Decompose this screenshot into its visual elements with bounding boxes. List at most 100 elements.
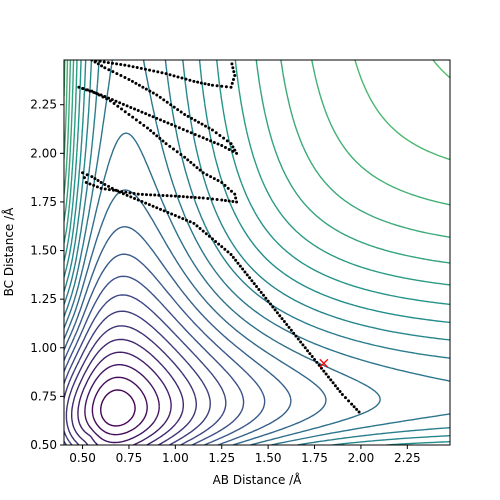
trajectory-point xyxy=(210,197,214,201)
contour-level xyxy=(64,189,327,445)
contour-level xyxy=(71,338,184,445)
trajectory-point xyxy=(137,83,141,87)
trajectory-point xyxy=(205,137,209,141)
trajectory-point xyxy=(317,363,321,367)
trajectory-point xyxy=(322,369,326,373)
trajectory-point xyxy=(159,118,162,122)
trajectory-point xyxy=(200,122,204,126)
trajectory-point xyxy=(130,79,134,83)
trajectory-point xyxy=(132,192,136,196)
trajectory-point xyxy=(112,102,116,106)
trajectory-point xyxy=(82,176,86,180)
trajectory-point xyxy=(128,191,132,195)
trajectory-point xyxy=(268,302,272,306)
trajectory-point xyxy=(123,76,127,79)
trajectory-point xyxy=(121,192,125,196)
trajectory-point xyxy=(326,375,330,379)
trajectory-point xyxy=(231,199,235,203)
trajectory-point xyxy=(168,144,172,148)
trajectory-point xyxy=(241,267,245,271)
plot-frame xyxy=(63,59,451,446)
trajectory-point xyxy=(135,66,139,70)
trajectory-point xyxy=(227,199,231,203)
trajectory-point xyxy=(197,196,201,200)
trajectory-point xyxy=(250,279,254,283)
trajectory-point xyxy=(162,98,166,102)
trajectory-point xyxy=(155,93,159,97)
trajectory-point xyxy=(273,308,277,312)
trajectory-point xyxy=(261,293,265,297)
trajectory-point xyxy=(136,109,140,113)
trajectory-point xyxy=(229,85,233,89)
trajectory-point xyxy=(190,116,194,120)
trajectory-point xyxy=(266,299,270,303)
trajectory-point xyxy=(140,110,144,114)
trajectory-point xyxy=(85,173,89,177)
trajectory-point xyxy=(125,193,129,197)
trajectory-point xyxy=(183,155,187,159)
trajectory-point xyxy=(229,189,233,193)
x-tick-label: 0.50 xyxy=(69,451,96,465)
trajectory-point xyxy=(175,150,179,154)
trajectory-point xyxy=(177,126,181,130)
trajectory-point xyxy=(134,118,138,122)
trajectory-point xyxy=(229,142,233,146)
trajectory-point xyxy=(176,75,180,79)
trajectory-point xyxy=(193,132,197,136)
x-tick-label: 2.00 xyxy=(348,451,375,465)
trajectory-point xyxy=(210,237,214,241)
trajectory-point xyxy=(275,311,279,315)
trajectory-point xyxy=(147,203,151,207)
y-axis-title: BC Distance /Å xyxy=(1,207,16,297)
trajectory-point xyxy=(185,129,189,133)
trajectory-point xyxy=(147,113,151,117)
trajectory-point xyxy=(216,179,220,183)
trajectory-point xyxy=(188,78,192,82)
trajectory-point xyxy=(303,346,307,350)
trajectory-point xyxy=(151,204,155,208)
trajectory-point xyxy=(230,62,234,66)
trajectory-point xyxy=(84,181,88,184)
trajectory-point xyxy=(257,287,261,291)
trajectory-point xyxy=(133,196,137,200)
x-tick-label: 1.50 xyxy=(255,451,282,465)
trajectory-point xyxy=(287,325,291,329)
trajectory-point xyxy=(123,63,127,67)
trajectory-point xyxy=(233,148,237,152)
trajectory-point xyxy=(234,258,238,262)
trajectory-point xyxy=(90,175,94,179)
trajectory-point xyxy=(301,343,305,347)
trajectory-point xyxy=(134,81,138,85)
trajectory-point xyxy=(144,112,148,116)
marker xyxy=(319,358,329,368)
trajectory-point xyxy=(347,399,351,403)
trajectory-point xyxy=(120,190,124,194)
trajectory-point xyxy=(338,390,342,394)
trajectory-point xyxy=(209,175,213,179)
trajectory-point xyxy=(223,183,227,187)
trajectory-point xyxy=(207,234,211,238)
trajectory-point xyxy=(162,209,166,213)
trajectory-point xyxy=(179,110,183,114)
trajectory-point xyxy=(215,84,219,88)
trajectory-point xyxy=(192,221,196,225)
trajectory-point xyxy=(155,206,159,210)
trajectory-point xyxy=(352,405,356,409)
trajectory-point xyxy=(236,261,240,265)
trajectory-point xyxy=(143,67,147,71)
trajectory-point xyxy=(158,136,162,140)
trajectory-point xyxy=(233,74,237,78)
trajectory-point xyxy=(319,366,323,370)
trajectory-point xyxy=(308,352,312,356)
trajectory-point xyxy=(315,360,319,364)
trajectory-point xyxy=(124,190,128,194)
y-tick-label: 2.25 xyxy=(30,98,57,112)
trajectory-point xyxy=(248,276,252,280)
trajectory-point xyxy=(99,186,103,190)
trajectory-point xyxy=(152,131,156,135)
trajectory-point xyxy=(225,139,229,143)
trajectory-point xyxy=(234,196,238,200)
trajectory-point xyxy=(201,136,205,140)
trajectory-point xyxy=(350,402,354,406)
contour-level xyxy=(432,60,450,79)
